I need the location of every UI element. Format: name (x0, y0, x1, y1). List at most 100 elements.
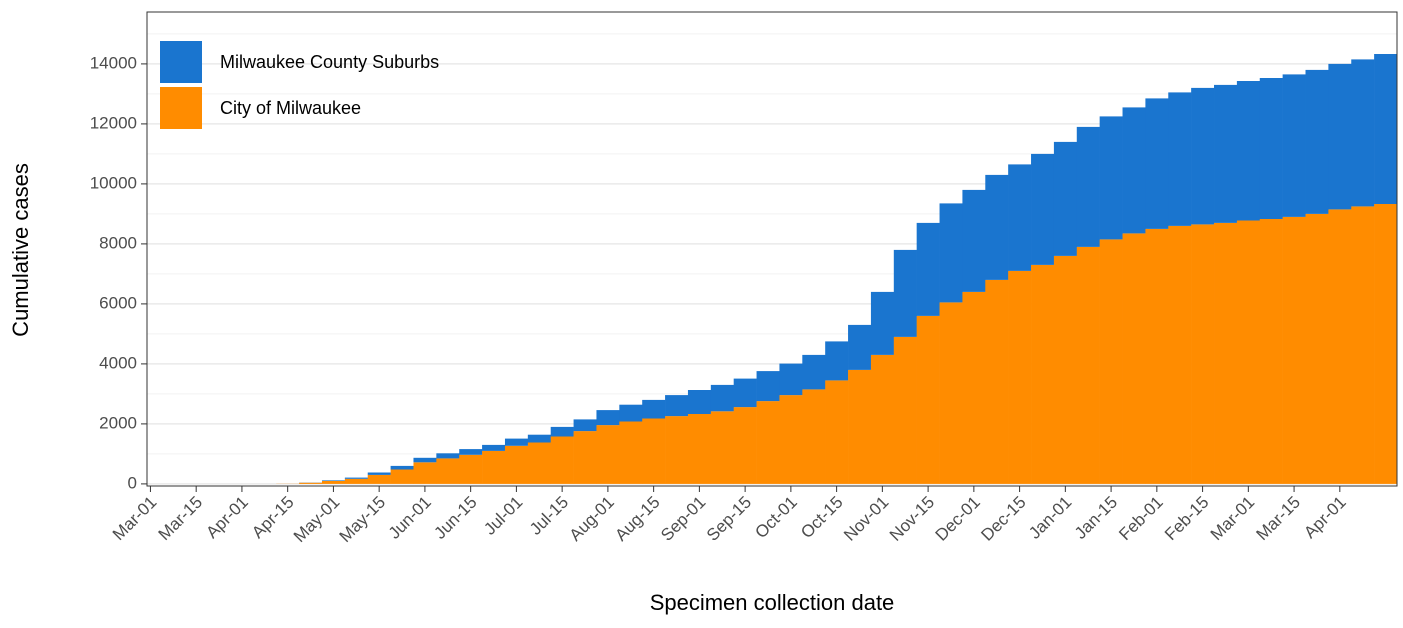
bar-segment (1191, 88, 1214, 225)
bar-segment (1123, 107, 1146, 233)
bar-segment (1123, 233, 1146, 484)
bar-segment (848, 370, 871, 484)
bar-segment (1374, 204, 1397, 484)
bar-segment (391, 466, 414, 470)
bar-segment (757, 371, 780, 401)
bar-segment (619, 422, 642, 484)
bar-segment (345, 479, 368, 484)
bar-segment (1214, 223, 1237, 484)
bar-segment (734, 379, 757, 408)
bar-segment (1077, 247, 1100, 484)
bar-segment (436, 453, 459, 458)
bar-segment (1306, 70, 1329, 214)
y-tick-label: 8000 (99, 233, 137, 252)
bar-segment (802, 355, 825, 390)
y-axis-title: Cumulative cases (8, 163, 33, 337)
bar-segment (711, 385, 734, 411)
bar-segment (848, 325, 871, 370)
bar-segment (1283, 74, 1306, 217)
bar-segment (688, 414, 711, 484)
bar-segment (574, 419, 597, 431)
legend-swatch (160, 87, 202, 129)
bar-segment (962, 190, 985, 292)
bar-segment (802, 389, 825, 484)
bar-segment (985, 280, 1008, 484)
bar-segment (436, 458, 459, 484)
bar-segment (825, 380, 848, 484)
y-tick-label: 2000 (99, 413, 137, 432)
bar-segment (574, 431, 597, 484)
bar-segment (459, 449, 482, 455)
bar-segment (1237, 81, 1260, 221)
bar-segment (528, 435, 551, 443)
bar-segment (1008, 271, 1031, 484)
bar-segment (894, 250, 917, 337)
y-tick-label: 4000 (99, 353, 137, 372)
bar-segment (1237, 221, 1260, 484)
bar-segment (962, 292, 985, 484)
bar-segment (482, 451, 505, 484)
y-tick-label: 14000 (90, 53, 137, 72)
bar-segment (1031, 154, 1054, 265)
bar-segment (413, 458, 436, 463)
legend-label: Milwaukee County Suburbs (220, 52, 439, 72)
bar-segment (551, 427, 574, 437)
bar-segment (1351, 59, 1374, 206)
bar-segment (1351, 206, 1374, 484)
bar-segment (1145, 98, 1168, 229)
y-tick-label: 6000 (99, 293, 137, 312)
bar-segment (1306, 214, 1329, 484)
bar-segment (1168, 226, 1191, 484)
bar-segment (1283, 217, 1306, 484)
bar-segment (917, 223, 940, 316)
bar-segment (413, 462, 436, 484)
bar-segment (940, 203, 963, 302)
bar-segment (391, 470, 414, 484)
bar-segment (985, 175, 1008, 280)
bar-segment (1077, 127, 1100, 247)
bar-segment (1008, 164, 1031, 271)
bar-segment (1100, 239, 1123, 484)
bar-segment (1168, 92, 1191, 226)
y-tick-label: 12000 (90, 113, 137, 132)
y-tick-label: 0 (128, 473, 137, 492)
bar-segment (299, 483, 322, 484)
bar-segment (757, 401, 780, 484)
bar-segment (596, 425, 619, 484)
bar-segment (1054, 142, 1077, 256)
bar-segment (1260, 78, 1283, 219)
bar-segment (642, 419, 665, 484)
bar-segment (779, 364, 802, 396)
bar-segment (1214, 85, 1237, 223)
bar-segment (551, 437, 574, 484)
bar-segment (1054, 256, 1077, 484)
bar-segment (642, 400, 665, 419)
bar-segment (1328, 64, 1351, 210)
bar-segment (596, 410, 619, 425)
bar-segment (368, 473, 391, 475)
bar-segment (1100, 116, 1123, 239)
legend-label: City of Milwaukee (220, 98, 361, 118)
bar-segment (345, 478, 368, 479)
bar-segment (779, 395, 802, 484)
bar-segment (1145, 229, 1168, 484)
bar-segment (871, 292, 894, 355)
bar-segment (665, 416, 688, 484)
bar-segment (665, 395, 688, 416)
legend-swatch (160, 41, 202, 83)
bar-segment (1374, 54, 1397, 204)
bar-segment (482, 445, 505, 451)
bar-segment (711, 411, 734, 484)
bar-segment (619, 405, 642, 422)
bar-segment (368, 475, 391, 484)
y-tick-label: 10000 (90, 173, 137, 192)
bar-segment (734, 407, 757, 484)
bar-segment (1260, 219, 1283, 484)
bar-segment (825, 341, 848, 380)
bar-segment (1328, 209, 1351, 484)
bar-segment (1031, 265, 1054, 484)
bar-segment (505, 446, 528, 484)
bar-segment (505, 439, 528, 446)
bar-segment (894, 337, 917, 484)
